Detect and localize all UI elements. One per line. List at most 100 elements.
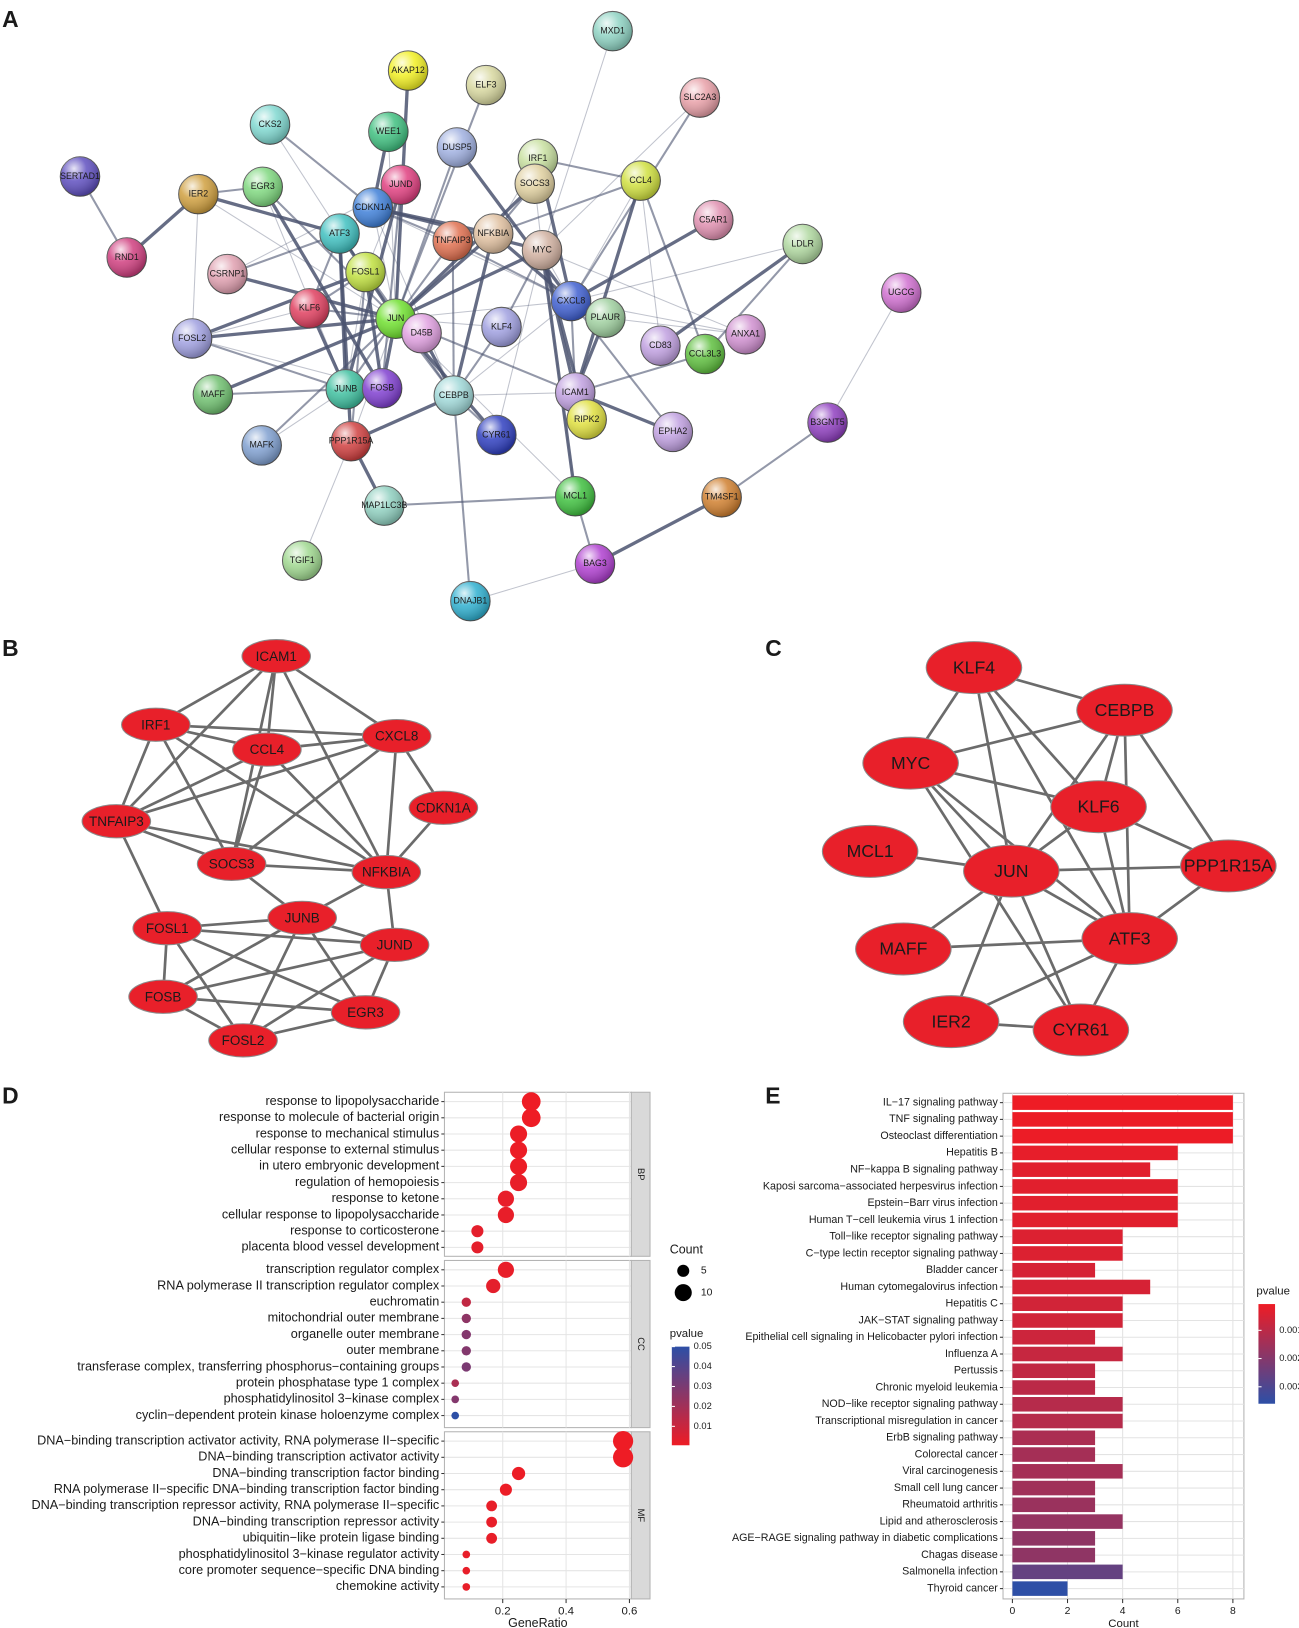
node-label: PLAUR (591, 312, 620, 322)
network-node (196, 846, 267, 881)
node-label: EGR3 (251, 181, 275, 191)
dot (510, 1125, 528, 1143)
y-tick-label: regulation of hemopoiesis (295, 1175, 439, 1189)
bar (1012, 1363, 1096, 1379)
x-tick-label: 2 (1065, 1606, 1071, 1617)
dot (462, 1550, 471, 1559)
dot (451, 1395, 460, 1404)
colorbar (1258, 1304, 1276, 1404)
node-label: NFKBIA (477, 228, 509, 238)
network-edge (242, 943, 396, 1042)
node-label: FOSL1 (146, 921, 189, 936)
network-edge (197, 192, 341, 236)
dot (462, 1583, 471, 1591)
y-tick-label: DNA−binding transcription factor binding (212, 1466, 439, 1480)
network-node (267, 900, 337, 935)
node-label: MCL1 (847, 841, 894, 861)
node-label: MYC (891, 753, 930, 773)
y-tick-label: Epithelial cell signaling in Helicobacte… (745, 1331, 998, 1343)
network-edge (451, 240, 455, 396)
node-shine (473, 213, 513, 254)
node-shine (653, 412, 693, 452)
network-edge (492, 179, 642, 235)
network-edge (453, 391, 576, 397)
bar (1012, 1195, 1178, 1211)
network-edge (455, 146, 573, 303)
network-node (208, 1023, 278, 1058)
facet-strip (630, 1091, 651, 1257)
facet-label: MF (636, 1509, 646, 1523)
node-shine (437, 127, 477, 168)
network-edge (167, 926, 395, 947)
node-shine (575, 544, 615, 584)
dot (511, 1466, 526, 1481)
y-tick-label: DNA−binding transcription activator acti… (37, 1433, 439, 1447)
network-edge (191, 337, 347, 391)
node-label: D45B (411, 328, 433, 338)
network-edge (452, 233, 495, 396)
y-tick-label: Bladder cancer (926, 1264, 998, 1276)
node-label: ATF3 (1109, 928, 1151, 948)
node-label: TGIF1 (290, 555, 315, 565)
dot (510, 1174, 528, 1192)
node-shine (368, 112, 409, 152)
node-shine (450, 581, 491, 621)
node-label: MAP1LC3B (361, 500, 407, 510)
network-edge (262, 186, 397, 320)
network-node (128, 979, 198, 1014)
y-tick-label: AGE−RAGE signaling pathway in diabetic c… (732, 1532, 998, 1544)
network-node (925, 641, 1023, 695)
y-tick-label: Chronic myeloid leukemia (875, 1381, 997, 1393)
y-tick-label: in utero embryonic development (259, 1159, 440, 1173)
bar (1012, 1145, 1178, 1161)
y-tick-label: Influenza A (945, 1348, 999, 1360)
y-tick-label: C−type lectin receptor signaling pathway (806, 1247, 999, 1259)
network-edge (574, 353, 706, 394)
bar (1012, 1313, 1123, 1328)
node-label: MXD1 (600, 25, 625, 35)
node-label: BAG3 (583, 558, 607, 568)
legend-title: pvalue (670, 1328, 704, 1340)
y-tick-label: Human cytomegalovirus infection (840, 1281, 997, 1293)
bar (1012, 1329, 1096, 1345)
colorbar-label: 0.04 (694, 1361, 712, 1371)
bar (1012, 1464, 1123, 1479)
node-shine (401, 313, 442, 354)
network-edge (387, 131, 397, 319)
network-node (132, 911, 203, 946)
node-label: PPP1R15A (329, 436, 374, 446)
node-label: C5AR1 (699, 214, 728, 224)
network-edge (704, 243, 804, 355)
node-label: MAFF (879, 939, 927, 959)
network-edge (570, 218, 715, 303)
panel-label: D (2, 1082, 19, 1108)
network-edge (166, 927, 245, 1042)
node-label: DUSP5 (442, 142, 471, 152)
x-tick-label: 0.4 (558, 1605, 575, 1617)
network-edge (540, 249, 577, 497)
network-edge (495, 250, 543, 436)
panel-label: C (765, 635, 782, 661)
y-tick-label: response to molecule of bacterial origin (219, 1110, 439, 1124)
y-tick-label: core promoter sequence−specific DNA bind… (179, 1563, 440, 1577)
node-label: EGR3 (347, 1005, 384, 1020)
network-edge (453, 300, 572, 396)
panel-label: B (2, 635, 19, 661)
node-label: RND1 (115, 252, 139, 262)
node-shine (685, 334, 725, 374)
y-tick-label: Hepatitis B (946, 1147, 998, 1159)
network-edge (372, 207, 455, 396)
y-tick-label: RNA polymerase II transcription regulato… (157, 1278, 440, 1292)
y-tick-label: Transcriptional misregulation in cancer (815, 1415, 998, 1427)
network-edge (155, 723, 388, 874)
network-edge (191, 270, 367, 341)
dot (486, 1516, 498, 1528)
node-label: IER2 (932, 1011, 971, 1031)
y-tick-label: Colorectal cancer (915, 1448, 999, 1460)
node-label: UGCG (888, 287, 915, 297)
node-label: CEBPB (1095, 700, 1155, 720)
bar (1012, 1296, 1123, 1311)
dot (486, 1500, 498, 1512)
network-edge (155, 723, 397, 738)
